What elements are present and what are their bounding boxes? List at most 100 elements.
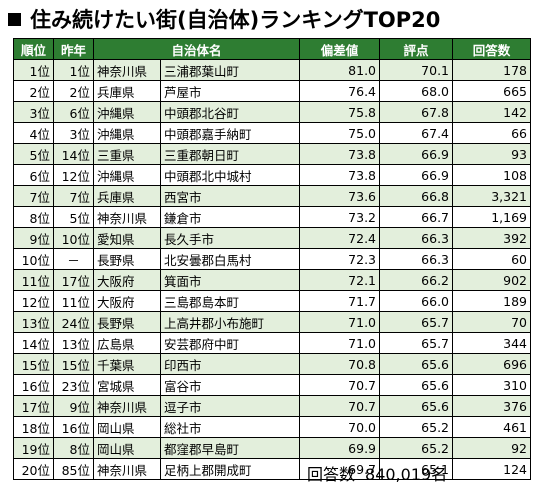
table-row: 15位 15位 千葉県 印西市 70.8 65.6 696 bbox=[13, 353, 532, 375]
cell-rating: 66.9 bbox=[379, 143, 454, 165]
cell-city: 箕面市 bbox=[159, 269, 301, 291]
table-row: 18位 16位 岡山県 総社市 70.0 65.2 461 bbox=[13, 416, 532, 438]
table-row: 11位 17位 大阪府 箕面市 72.1 66.2 902 bbox=[13, 269, 532, 291]
cell-rank: 13位 bbox=[13, 311, 54, 333]
cell-rating: 66.7 bbox=[379, 206, 454, 228]
cell-prefecture: 岡山県 bbox=[93, 437, 161, 459]
cell-rank: 8位 bbox=[13, 206, 54, 228]
cell-city: 北安曇郡白馬村 bbox=[159, 248, 301, 270]
table-header-row: 順位 昨年 自治体名 偏差値 評点 回答数 bbox=[13, 38, 532, 60]
cell-city: 安芸郡府中町 bbox=[159, 332, 301, 354]
cell-score: 70.8 bbox=[299, 353, 381, 375]
cell-rating: 65.6 bbox=[379, 395, 454, 417]
cell-prev: － bbox=[53, 248, 94, 270]
cell-rank: 20位 bbox=[13, 458, 54, 480]
cell-score: 70.0 bbox=[299, 416, 381, 438]
cell-count: 108 bbox=[452, 164, 532, 186]
title-text: 住み続けたい街(自治体)ランキングTOP20 bbox=[30, 8, 441, 32]
cell-score: 81.0 bbox=[299, 59, 381, 81]
cell-prev: 12位 bbox=[53, 164, 94, 186]
table-row: 8位 5位 神奈川県 鎌倉市 73.2 66.7 1,169 bbox=[13, 206, 532, 228]
cell-count: 178 bbox=[452, 59, 532, 81]
cell-count: 392 bbox=[452, 227, 532, 249]
cell-city: 都窪郡早島町 bbox=[159, 437, 301, 459]
table-row: 14位 13位 広島県 安芸郡府中町 71.0 65.7 344 bbox=[13, 332, 532, 354]
header-municipality: 自治体名 bbox=[92, 38, 301, 60]
header-count: 回答数 bbox=[452, 38, 532, 60]
cell-count: 696 bbox=[452, 353, 532, 375]
cell-count: 189 bbox=[452, 290, 532, 312]
cell-rank: 11位 bbox=[13, 269, 54, 291]
cell-rank: 10位 bbox=[13, 248, 54, 270]
cell-prev: 6位 bbox=[53, 101, 94, 123]
cell-count: 60 bbox=[452, 248, 532, 270]
cell-city: 西宮市 bbox=[159, 185, 301, 207]
cell-rating: 70.1 bbox=[379, 59, 454, 81]
cell-count: 93 bbox=[452, 143, 532, 165]
ranking-table: 順位 昨年 自治体名 偏差値 評点 回答数 1位 1位 神奈川県 三浦郡葉山町 81.0… bbox=[13, 38, 532, 480]
cell-rating: 65.1 bbox=[379, 458, 454, 480]
cell-city: 三浦郡葉山町 bbox=[159, 59, 301, 81]
cell-prefecture: 岡山県 bbox=[93, 416, 161, 438]
cell-prefecture: 沖縄県 bbox=[93, 164, 161, 186]
cell-rank: 17位 bbox=[13, 395, 54, 417]
cell-count: 3,321 bbox=[452, 185, 532, 207]
cell-prev: 24位 bbox=[53, 311, 94, 333]
cell-prev: 3位 bbox=[53, 122, 94, 144]
cell-rating: 66.3 bbox=[379, 227, 454, 249]
cell-city: 三島郡島本町 bbox=[159, 290, 301, 312]
cell-city: 足柄上郡開成町 bbox=[159, 458, 301, 480]
cell-prefecture: 神奈川県 bbox=[93, 59, 161, 81]
cell-rating: 68.0 bbox=[379, 80, 454, 102]
cell-city: 総社市 bbox=[159, 416, 301, 438]
cell-rank: 9位 bbox=[13, 227, 54, 249]
cell-score: 76.4 bbox=[299, 80, 381, 102]
cell-count: 376 bbox=[452, 395, 532, 417]
table-row: 10位－長野県 北安曇郡白馬村 72.3 66.3 60 bbox=[13, 248, 532, 270]
cell-score: 73.6 bbox=[299, 185, 381, 207]
cell-count: 66 bbox=[452, 122, 532, 144]
cell-rating: 66.0 bbox=[379, 290, 454, 312]
cell-rating: 65.7 bbox=[379, 311, 454, 333]
table-row: 13位 24位 長野県 上高井郡小布施町 71.0 65.7 70 bbox=[13, 311, 532, 333]
cell-prev: 23位 bbox=[53, 374, 94, 396]
cell-rating: 65.7 bbox=[379, 332, 454, 354]
cell-count: 142 bbox=[452, 101, 532, 123]
cell-rank: 3位 bbox=[13, 101, 54, 123]
cell-rating: 66.2 bbox=[379, 269, 454, 291]
cell-city: 鎌倉市 bbox=[159, 206, 301, 228]
cell-prefecture: 兵庫県 bbox=[93, 80, 161, 102]
cell-prev: 5位 bbox=[53, 206, 94, 228]
cell-prefecture: 長野県 bbox=[93, 248, 161, 270]
header-rank: 順位 bbox=[13, 38, 54, 60]
cell-score: 72.1 bbox=[299, 269, 381, 291]
cell-score: 73.2 bbox=[299, 206, 381, 228]
cell-rank: 15位 bbox=[13, 353, 54, 375]
cell-city: 上高井郡小布施町 bbox=[159, 311, 301, 333]
cell-score: 73.8 bbox=[299, 164, 381, 186]
cell-rank: 14位 bbox=[13, 332, 54, 354]
cell-count: 344 bbox=[452, 332, 532, 354]
cell-prev: 17位 bbox=[53, 269, 94, 291]
page-title: 住み続けたい街(自治体)ランキングTOP20 bbox=[8, 4, 440, 34]
cell-score: 73.8 bbox=[299, 143, 381, 165]
cell-rating: 65.6 bbox=[379, 353, 454, 375]
total-responses: 回答数 840,019名 bbox=[307, 461, 447, 485]
cell-city: 中頭郡北中城村 bbox=[159, 164, 301, 186]
cell-prev: 16位 bbox=[53, 416, 94, 438]
cell-prev: 7位 bbox=[53, 185, 94, 207]
cell-rating: 66.8 bbox=[379, 185, 454, 207]
cell-count: 1,169 bbox=[452, 206, 532, 228]
cell-count: 902 bbox=[452, 269, 532, 291]
table-row: 2位 2位 兵庫県 芦屋市 76.4 68.0 665 bbox=[13, 80, 532, 102]
header-prev: 昨年 bbox=[53, 38, 94, 60]
cell-prev: 11位 bbox=[53, 290, 94, 312]
cell-prefecture: 神奈川県 bbox=[93, 458, 161, 480]
table-row: 9位 10位 愛知県 長久手市 72.4 66.3 392 bbox=[13, 227, 532, 249]
cell-prefecture: 神奈川県 bbox=[93, 206, 161, 228]
cell-prev: 2位 bbox=[53, 80, 94, 102]
cell-city: 長久手市 bbox=[159, 227, 301, 249]
cell-score: 69.7 bbox=[299, 458, 381, 480]
cell-prev: 13位 bbox=[53, 332, 94, 354]
header-rating: 評点 bbox=[379, 38, 454, 60]
